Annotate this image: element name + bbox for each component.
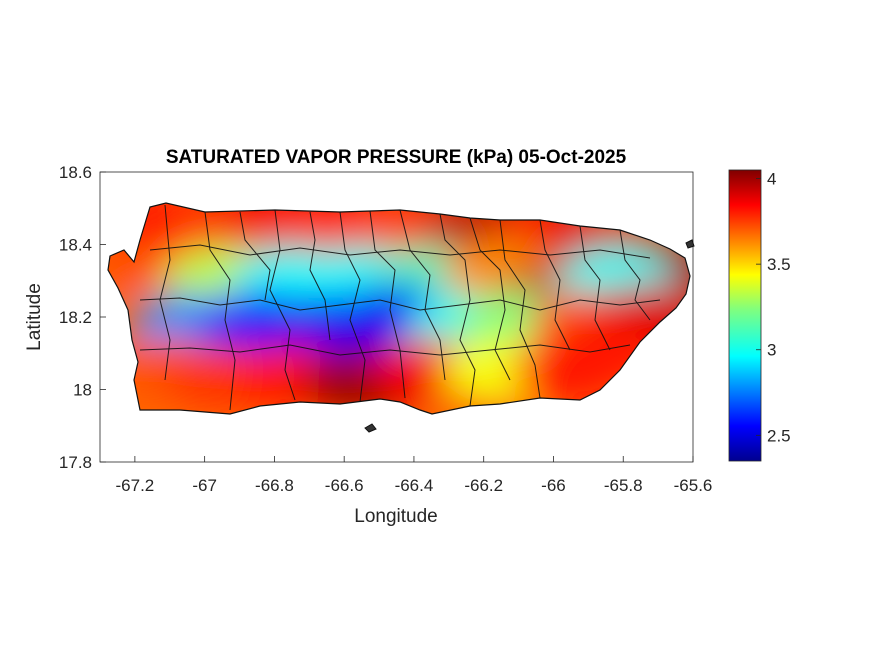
- colorbar-tick-label: 4: [767, 170, 776, 189]
- islet-east: [685, 239, 695, 249]
- y-tick-label: 17.8: [59, 453, 92, 472]
- colorbar-tick-label: 2.5: [767, 426, 791, 445]
- chart-title: SATURATED VAPOR PRESSURE (kPa) 05-Oct-20…: [166, 147, 627, 168]
- x-tick-label: -66: [541, 476, 566, 495]
- x-tick-label: -66.8: [255, 476, 294, 495]
- x-tick-label: -66.2: [464, 476, 503, 495]
- plot-area: [99, 171, 695, 463]
- colorbar-tick-label: 3.5: [767, 255, 791, 274]
- x-axis: -67.2 -67 -66.8 -66.6 -66.4 -66.2 -66 -65.8 -65.…: [116, 456, 713, 495]
- x-tick-label: -65.8: [604, 476, 643, 495]
- y-tick-label: 18: [73, 381, 92, 400]
- island-outline: [107, 202, 691, 415]
- y-tick-label: 18.2: [59, 308, 92, 327]
- x-axis-label: Longitude: [354, 506, 437, 527]
- y-axis: 17.8 18 18.2 18.4 18.6: [59, 163, 106, 472]
- x-tick-label: -65.6: [674, 476, 713, 495]
- colorbar: 2.5 3 3.5 4: [728, 169, 791, 462]
- y-tick-label: 18.4: [59, 236, 92, 255]
- x-tick-label: -66.6: [325, 476, 364, 495]
- colorbar-scale: [728, 169, 762, 462]
- x-tick-label: -67: [192, 476, 217, 495]
- x-tick-label: -67.2: [116, 476, 155, 495]
- x-tick-label: -66.4: [395, 476, 434, 495]
- y-axis-label: Latitude: [24, 283, 45, 351]
- municipality-borders: [139, 204, 661, 411]
- colorbar-tick-label: 3: [767, 341, 776, 360]
- y-tick-label: 18.6: [59, 163, 92, 182]
- islet-caja-de-muertos: [364, 423, 377, 433]
- colorbar-ticks: 2.5 3 3.5 4: [756, 170, 791, 445]
